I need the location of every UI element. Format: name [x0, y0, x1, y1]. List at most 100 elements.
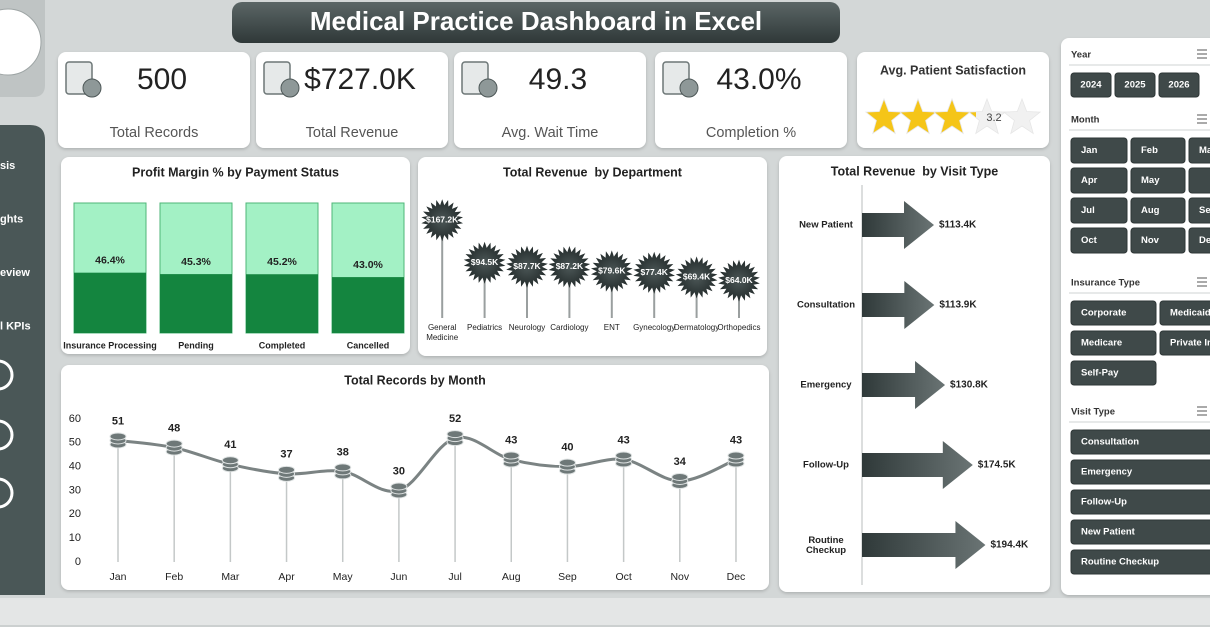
point-marker — [221, 456, 239, 473]
chart-title: Total Revenue by Department — [503, 165, 683, 179]
slicer-item[interactable]: Se — [1199, 205, 1210, 216]
point-marker — [334, 463, 352, 480]
coin — [278, 465, 296, 474]
chart-title: Total Records by Month — [344, 373, 485, 387]
kpi-icon — [65, 61, 102, 98]
slicer-button[interactable] — [1070, 429, 1210, 455]
slicer-button[interactable] — [1130, 137, 1186, 164]
bar — [332, 277, 404, 333]
coin — [221, 456, 239, 465]
slicer-item[interactable]: Aug — [1141, 205, 1160, 216]
filter-icon[interactable] — [1197, 277, 1207, 287]
kpi-label: Total Revenue — [306, 125, 399, 141]
nav-icon[interactable] — [0, 419, 14, 451]
slicer-item[interactable]: Nov — [1141, 235, 1160, 246]
filter-icon[interactable] — [1197, 406, 1207, 416]
point-marker — [165, 439, 183, 456]
slicer-button[interactable] — [1070, 360, 1157, 386]
slicer-button[interactable] — [1188, 197, 1210, 224]
slicer-item[interactable]: Consultation — [1081, 437, 1139, 448]
chart-panel — [418, 157, 767, 356]
slicer-button[interactable] — [1114, 72, 1156, 98]
slicer-button[interactable] — [1070, 137, 1128, 164]
point-marker — [109, 432, 127, 449]
nav-label[interactable]: sis — [0, 160, 15, 172]
value-label: $194.4K — [990, 540, 1029, 551]
slicer-button[interactable] — [1159, 330, 1210, 356]
slicer-button[interactable] — [1070, 167, 1128, 194]
slicer-button[interactable] — [1070, 227, 1128, 254]
slicer-button[interactable] — [1070, 459, 1210, 485]
slicer-item[interactable]: Jan — [1081, 145, 1098, 156]
value-label: 45.3% — [181, 256, 211, 268]
slicer-item[interactable]: De — [1199, 235, 1210, 246]
value-label: 45.2% — [267, 256, 297, 268]
slicer-item[interactable]: Medicaid — [1170, 308, 1210, 319]
slicer-button[interactable] — [1130, 167, 1186, 194]
point-marker — [727, 451, 745, 468]
kpi-icon — [263, 61, 300, 98]
slicer-button[interactable] — [1188, 227, 1210, 254]
slicer-item[interactable]: May — [1141, 175, 1160, 186]
nav-label[interactable]: l KPIs — [0, 320, 31, 332]
slicer-button[interactable] — [1070, 549, 1210, 575]
coin — [390, 482, 408, 491]
slicer-button[interactable] — [1070, 300, 1157, 326]
slicer-item[interactable]: Medicare — [1081, 338, 1122, 349]
value-label: $79.6K — [598, 266, 626, 276]
slicer-item[interactable]: Oct — [1081, 235, 1098, 246]
slicer-item[interactable]: Routine Checkup — [1081, 557, 1159, 568]
value-label: 43 — [730, 434, 742, 446]
slicer-item[interactable]: Feb — [1141, 145, 1158, 156]
x-tick-label: Insurance Processing — [63, 340, 157, 350]
slicer-item[interactable]: Emergency — [1081, 467, 1133, 478]
kpi-value: 49.3 — [529, 63, 587, 96]
x-tick-label: Jun — [390, 571, 407, 583]
value-label: 46.4% — [95, 254, 125, 266]
star — [864, 97, 904, 135]
x-tick-label: General Medicine — [426, 323, 459, 342]
slicer-item[interactable]: Ma — [1199, 145, 1210, 156]
nav-icon[interactable] — [0, 359, 14, 391]
value-label: 37 — [280, 449, 292, 461]
slicer-item[interactable]: 2024 — [1080, 80, 1102, 91]
slicer-item[interactable]: Jul — [1081, 205, 1095, 216]
slicer-item[interactable]: 2025 — [1124, 80, 1146, 91]
value-label: 43 — [617, 434, 629, 446]
slicer-item[interactable]: Corporate — [1081, 308, 1126, 319]
slicer-item[interactable]: Self-Pay — [1081, 368, 1119, 379]
nav-icon[interactable] — [0, 477, 14, 509]
slicer-button[interactable] — [1070, 489, 1210, 515]
slicer-button[interactable] — [1130, 197, 1186, 224]
slicer-button[interactable] — [1159, 300, 1210, 326]
filter-icon[interactable] — [1197, 114, 1207, 124]
slicer-item[interactable]: Apr — [1081, 175, 1098, 186]
x-tick-label: Jul — [448, 571, 461, 583]
nav-label[interactable]: ghts — [0, 213, 23, 225]
slicer-item[interactable]: New Patient — [1081, 527, 1136, 538]
x-tick-label: May — [333, 571, 354, 583]
slicer-item[interactable]: Private In — [1170, 338, 1210, 349]
slicer-button[interactable] — [1188, 167, 1210, 194]
slicer-title: Visit Type — [1071, 407, 1115, 418]
slicer-button[interactable] — [1070, 330, 1157, 356]
x-tick-label: Dec — [727, 571, 746, 583]
rating-label: 3.2 — [986, 112, 1001, 124]
slicer-button[interactable] — [1130, 227, 1186, 254]
slicer-button[interactable] — [1158, 72, 1200, 98]
kpi-card — [857, 52, 1049, 148]
filter-icon[interactable] — [1197, 49, 1207, 59]
slicer-button[interactable] — [1070, 72, 1112, 98]
point-marker — [671, 472, 689, 489]
y-tick-label: 30 — [69, 484, 81, 496]
lollipop-head — [591, 250, 633, 293]
slicer-button[interactable] — [1070, 197, 1128, 224]
slicer-button[interactable] — [1070, 519, 1210, 545]
nav-label[interactable]: eview — [0, 267, 30, 279]
x-tick-label: Dermatology — [674, 323, 719, 332]
slicer-item[interactable]: Follow-Up — [1081, 497, 1127, 508]
x-tick-label: Oct — [615, 571, 631, 583]
slicer-button[interactable] — [1188, 137, 1210, 164]
slicer-item[interactable]: 2026 — [1168, 80, 1189, 91]
